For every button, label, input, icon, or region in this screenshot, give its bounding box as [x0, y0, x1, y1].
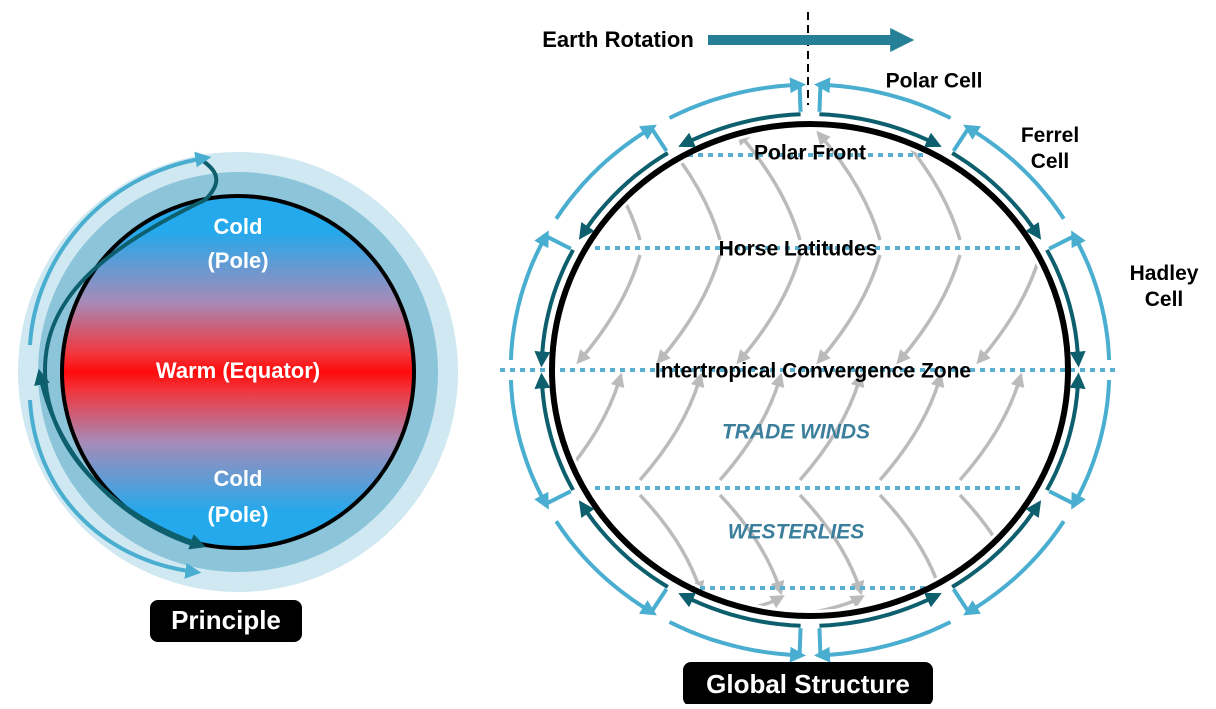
globe — [549, 121, 1071, 619]
cell-surface — [578, 500, 669, 589]
upper-flow — [28, 151, 212, 346]
polar-cell-label: Polar Cell — [886, 70, 983, 93]
latitude-lines — [500, 153, 1120, 590]
trade-winds-label: TRADE WINDS — [722, 421, 870, 444]
label-line: Cell — [1145, 288, 1184, 311]
label-line: Ferrel — [1021, 124, 1079, 147]
wind-arrow — [656, 254, 722, 365]
label-line: Cold — [214, 466, 263, 491]
cell-surface — [951, 151, 1042, 240]
wind-arrow — [1039, 596, 1062, 610]
wind-arrow — [736, 130, 802, 241]
wind-arrow — [878, 493, 945, 596]
upper-flow — [28, 399, 202, 579]
cell-side — [817, 84, 823, 112]
cell-side — [649, 587, 669, 614]
cell-upper — [814, 77, 952, 120]
label-line: Cold — [214, 214, 263, 239]
cell-surface — [678, 592, 801, 628]
cell-side — [544, 234, 572, 251]
caption-box — [150, 600, 302, 642]
cell-upper — [814, 620, 952, 663]
label-line: (Pole) — [207, 502, 268, 527]
polar-front-label: Polar Front — [754, 142, 866, 165]
cell-surface — [534, 248, 575, 368]
cell-side — [1048, 234, 1076, 251]
wind-arrow — [798, 372, 865, 482]
wind-arrow — [736, 254, 802, 365]
wind-arrow — [559, 595, 625, 610]
wind-arrow — [638, 372, 705, 482]
label-line: Hadley — [1130, 262, 1199, 285]
wind-arrow — [638, 493, 705, 596]
ferrel-cell-label: Ferrel Cell — [1021, 124, 1079, 173]
hadley-cell-label: Hadley Cell — [1130, 262, 1199, 311]
horse-latitudes-label: Horse Latitudes — [719, 238, 878, 261]
cells — [508, 77, 1112, 663]
cell-upper — [668, 77, 806, 120]
cell-upper — [1071, 379, 1112, 510]
wind-arrow — [816, 130, 882, 241]
cell-side — [649, 126, 669, 153]
cell-upper — [668, 620, 806, 663]
cell-side — [817, 628, 823, 656]
sphere — [60, 194, 416, 550]
cell-upper — [554, 124, 657, 220]
warm-label: Warm (Equator) — [156, 358, 320, 383]
wind-arrow — [798, 493, 865, 596]
cell-surface — [951, 500, 1042, 589]
principle-panel: Cold (Pole) Warm (Equator) Cold (Pole) Pri… — [18, 151, 458, 642]
cold-label: Cold (Pole) — [207, 214, 268, 273]
cell-upper — [963, 124, 1066, 220]
caption: Global Structure — [706, 669, 910, 699]
wind-arrow — [799, 595, 865, 610]
wind-arrow — [896, 254, 962, 365]
label-line: (Pole) — [207, 248, 268, 273]
surface-flow — [34, 368, 196, 547]
cell-surface — [578, 151, 669, 240]
cell-upper — [963, 520, 1066, 616]
rotation-label: Earth Rotation — [542, 27, 694, 52]
itcz-label: Intertropical Convergence Zone — [655, 360, 971, 383]
wind-arrow — [976, 254, 1042, 365]
cell-side — [797, 628, 803, 656]
cell-upper — [508, 379, 549, 510]
cell-side — [797, 84, 803, 112]
wind-arrow — [816, 254, 882, 365]
wind-arrow — [958, 372, 1025, 482]
cell-surface — [534, 372, 575, 492]
cell-surface — [819, 592, 942, 628]
cell-side — [951, 126, 971, 153]
caption-box — [683, 662, 933, 706]
label-line: Cell — [1031, 150, 1070, 173]
cell-side — [544, 489, 572, 506]
cell-surface — [1045, 248, 1086, 368]
cell-side — [1048, 489, 1076, 506]
wind-arrow — [718, 493, 785, 596]
cell-surface — [819, 112, 942, 148]
wind-arrow — [718, 372, 785, 482]
wind-arrow — [878, 372, 945, 482]
cell-upper — [508, 230, 549, 361]
global-panel: Earth Rotation Polar Front Horse Latitud… — [500, 12, 1199, 706]
cell-surface — [1045, 372, 1086, 492]
wind-arrow — [558, 133, 562, 241]
cell-upper — [1071, 230, 1112, 361]
cell-side — [951, 587, 971, 614]
wind-arrow — [576, 254, 642, 365]
caption: Principle — [171, 605, 281, 635]
cell-upper — [554, 520, 657, 616]
westerlies-label: WESTERLIES — [728, 521, 865, 544]
cell-surface — [678, 112, 801, 148]
cold-label: Cold (Pole) — [207, 466, 268, 527]
